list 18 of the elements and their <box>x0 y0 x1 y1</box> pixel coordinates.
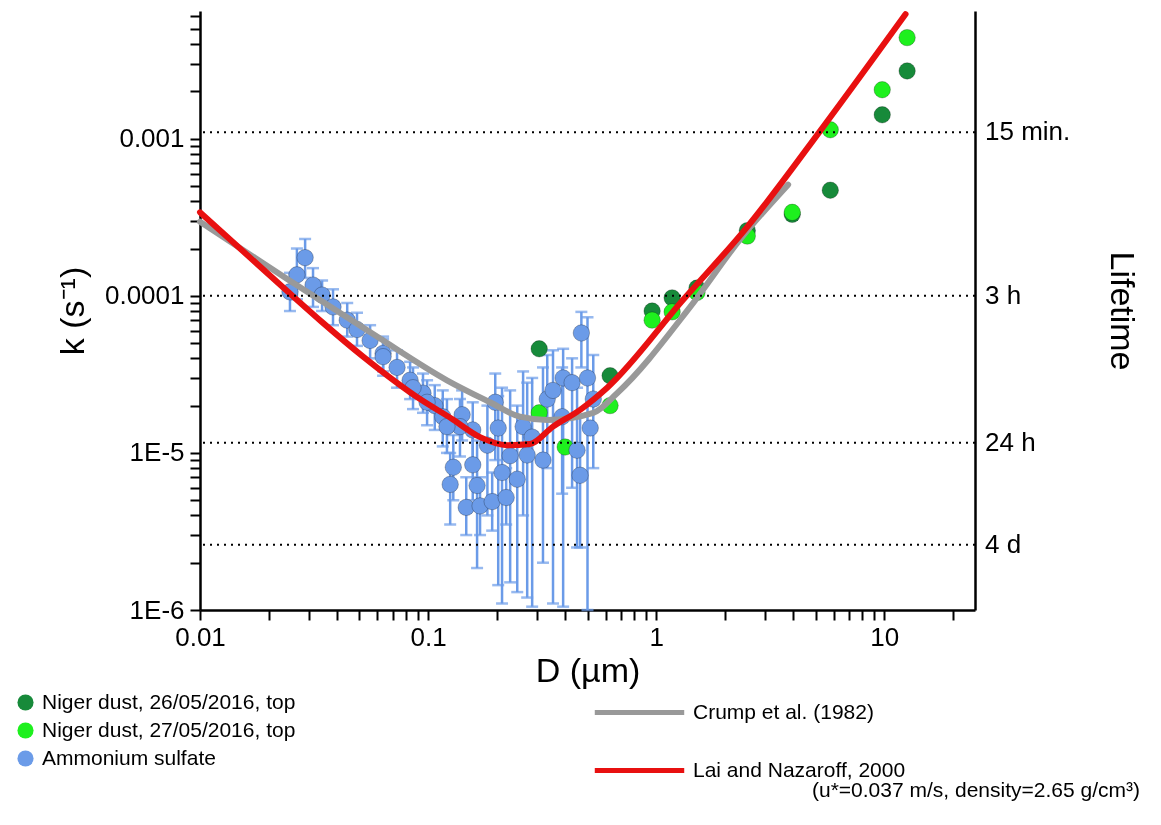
legend-label: Niger dust, 26/05/2016, top <box>42 689 296 713</box>
legend-label: Ammonium sulfate <box>42 745 216 769</box>
x-tick-label: 1 <box>649 621 664 652</box>
x-axis-title: D (µm) <box>535 650 641 689</box>
y-axis-title: k (s⁻¹) <box>52 266 91 356</box>
ref-line-label: 4 d <box>985 528 1022 559</box>
y-tick-label: 0.0001 <box>104 280 185 311</box>
legend-label: Crump et al. (1982) <box>693 699 874 723</box>
legend-label: Niger dust, 27/05/2016, top <box>42 717 296 741</box>
ref-line-label: 15 min. <box>985 116 1071 147</box>
x-tick-label: 0.1 <box>410 621 447 652</box>
x-tick-label: 10 <box>870 621 900 652</box>
y2-axis-title: Lifetime <box>1103 251 1142 371</box>
ref-line-label: 3 h <box>985 279 1022 310</box>
ref-line-label: 24 h <box>985 426 1036 457</box>
legend-label: Lai and Nazaroff, 2000 <box>693 757 906 781</box>
y-tick-label: 0.001 <box>119 123 185 154</box>
y-tick-label: 1E-5 <box>129 437 185 468</box>
